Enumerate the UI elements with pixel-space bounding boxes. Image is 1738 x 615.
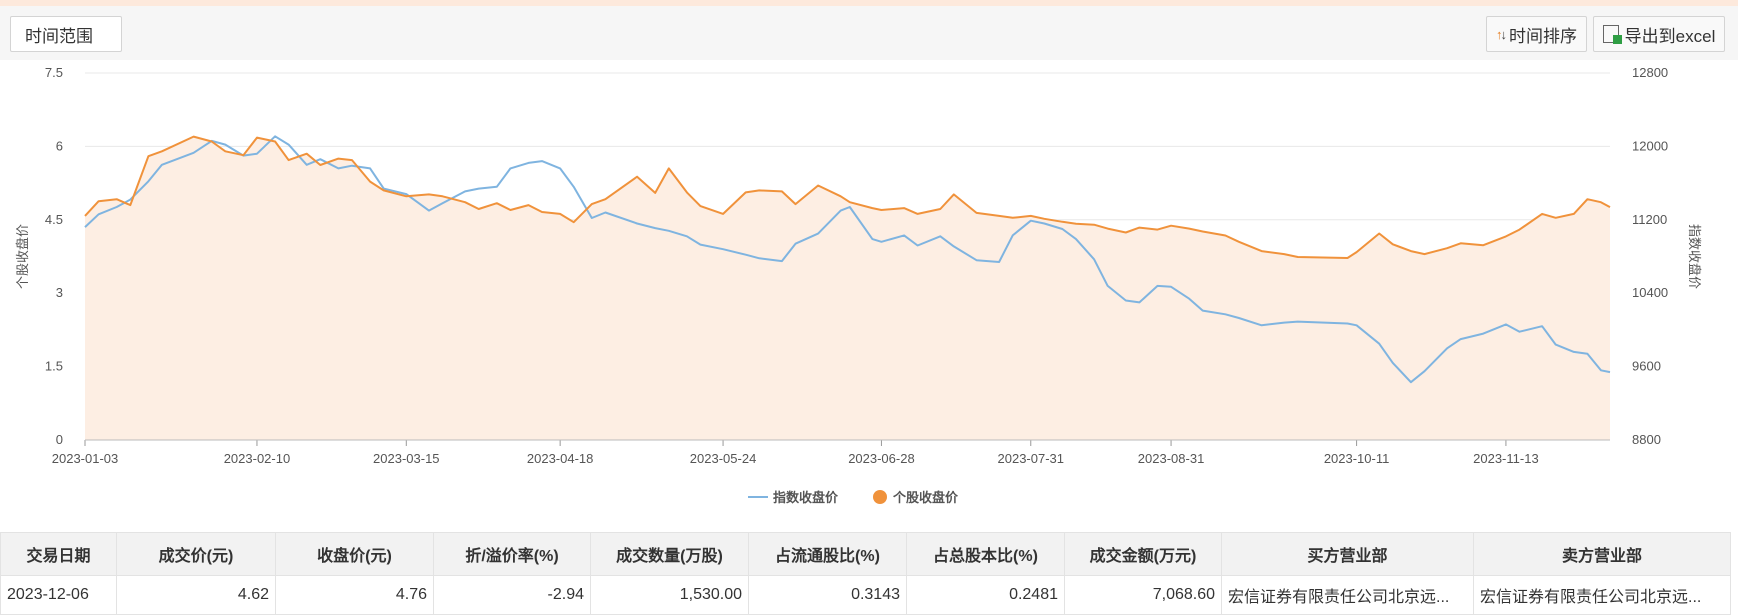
header-premium-rate[interactable]: 折/溢价率(%) xyxy=(433,532,591,576)
index-series-line xyxy=(84,135,1611,384)
y-tick-label: 1.5 xyxy=(45,359,63,374)
export-excel-label: 导出到excel xyxy=(1624,26,1716,46)
cell-deal-price: 4.62 xyxy=(116,575,276,615)
y2-tick-label: 11200 xyxy=(1632,212,1667,227)
header-total-ratio[interactable]: 占总股本比(%) xyxy=(906,532,1065,576)
cell-trade-date: 2023-12-06 xyxy=(0,575,117,615)
header-deal-price[interactable]: 成交价(元) xyxy=(116,532,276,576)
y2-tick-label: 9600 xyxy=(1632,359,1661,374)
y2-tick-label: 10400 xyxy=(1632,285,1668,300)
time-sort-label: 时间排序 xyxy=(1509,26,1577,46)
stock-area-fill xyxy=(85,136,1610,440)
top-accent-line xyxy=(0,0,1738,6)
y-tick-label: 4.5 xyxy=(45,212,63,227)
x-tick-label: 2023-06-28 xyxy=(848,451,915,466)
cell-premium-rate: -2.94 xyxy=(433,575,591,615)
header-float-ratio[interactable]: 占流通股比(%) xyxy=(748,532,907,576)
table-row: 2023-12-06 4.62 4.76 -2.94 1,530.00 0.31… xyxy=(0,575,1731,615)
cell-float-ratio: 0.3143 xyxy=(748,575,907,615)
x-tick-label: 2023-02-10 xyxy=(224,451,291,466)
cell-volume: 1,530.00 xyxy=(590,575,749,615)
time-range-label: 时间范围 xyxy=(25,26,93,46)
x-tick-label: 2023-01-03 xyxy=(52,451,119,466)
time-sort-button[interactable]: ↑↓ 时间排序 xyxy=(1486,16,1587,52)
x-tick-label: 2023-04-18 xyxy=(527,451,594,466)
export-excel-button[interactable]: 导出到excel xyxy=(1593,16,1725,52)
y-tick-label: 0 xyxy=(56,432,63,447)
y-tick-label: 6 xyxy=(56,138,63,153)
x-tick-label: 2023-08-31 xyxy=(1138,451,1205,466)
x-tick-label: 2023-07-31 xyxy=(998,451,1065,466)
header-amount[interactable]: 成交金额(万元) xyxy=(1064,532,1222,576)
toolbar: 时间范围 ↑↓ 时间排序 导出到excel xyxy=(0,6,1738,60)
y2-axis-label: 指数收盘价 xyxy=(1687,224,1702,289)
transaction-table: 交易日期 成交价(元) 收盘价(元) 折/溢价率(%) 成交数量(万股) 占流通… xyxy=(0,532,1731,615)
cell-seller: 宏信证券有限责任公司北京远... xyxy=(1473,575,1731,615)
legend-stock-label: 个股收盘价 xyxy=(892,490,959,505)
header-volume[interactable]: 成交数量(万股) xyxy=(590,532,749,576)
header-seller[interactable]: 卖方营业部 xyxy=(1473,532,1731,576)
price-chart: 0 8800 1.5 9600 3 10400 4.5 11200 6 12000 7.5 12800… xyxy=(15,65,1702,505)
y2-tick-label: 12800 xyxy=(1632,65,1668,80)
legend-stock-swatch xyxy=(873,490,887,504)
time-range-button[interactable]: 时间范围 xyxy=(10,16,122,52)
x-tick-label: 2023-10-11 xyxy=(1324,451,1390,466)
x-tick-label: 2023-03-15 xyxy=(373,451,440,466)
header-close-price[interactable]: 收盘价(元) xyxy=(275,532,434,576)
cell-close-price: 4.76 xyxy=(275,575,434,615)
header-buyer[interactable]: 买方营业部 xyxy=(1221,532,1474,576)
sort-arrows-icon: ↑↓ xyxy=(1496,26,1507,42)
excel-icon xyxy=(1602,25,1622,44)
y2-tick-label: 12000 xyxy=(1632,138,1668,153)
cell-amount: 7,068.60 xyxy=(1064,575,1222,615)
y-tick-label: 3 xyxy=(56,285,63,300)
y-tick-label: 7.5 xyxy=(45,65,63,80)
header-trade-date[interactable]: 交易日期 xyxy=(0,532,117,576)
table-header-row: 交易日期 成交价(元) 收盘价(元) 折/溢价率(%) 成交数量(万股) 占流通… xyxy=(0,532,1731,576)
x-tick-label: 2023-05-24 xyxy=(690,451,757,466)
cell-total-ratio: 0.2481 xyxy=(906,575,1065,615)
x-tick-label: 2023-11-13 xyxy=(1473,451,1539,466)
legend-index-label: 指数收盘价 xyxy=(773,490,839,505)
y2-tick-label: 8800 xyxy=(1632,432,1661,447)
stock-series-line xyxy=(84,135,1611,259)
y-axis-label: 个股收盘价 xyxy=(15,224,30,289)
cell-buyer: 宏信证券有限责任公司北京远... xyxy=(1221,575,1474,615)
